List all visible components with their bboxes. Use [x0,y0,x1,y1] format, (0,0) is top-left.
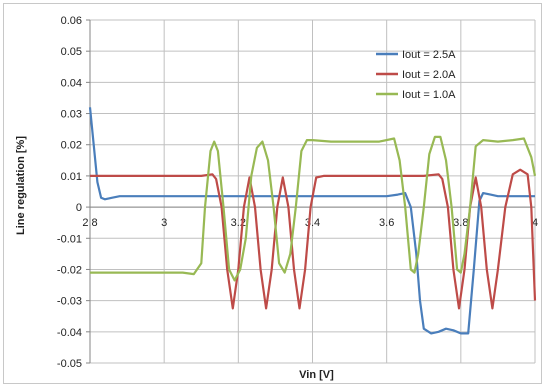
legend-label-2: Iout = 2.0A [402,69,456,81]
y-tick-label: -0.01 [57,233,82,245]
x-tick-label: 3 [161,217,167,229]
series-line-1 [88,107,535,335]
y-tick-label: 0.04 [61,77,82,89]
y-tick-label: 0 [76,202,82,214]
y-tick-label: 0.03 [61,109,82,121]
legend-label-3: Iout = 1.0A [402,89,456,101]
series-line-3 [90,135,537,282]
x-tick-label: 3.8 [453,217,468,229]
legend-label-1: Iout = 2.5A [402,49,456,61]
x-tick-label: 4 [532,217,538,229]
y-tick-label: -0.04 [57,327,82,339]
y-tick-label: -0.02 [57,264,82,276]
y-tick-label: 0.06 [61,15,82,27]
x-tick-label: 3.4 [305,217,320,229]
x-tick-label: 3.6 [379,217,394,229]
y-tick-label: -0.03 [57,296,82,308]
x-axis-title: Vin [V] [299,369,334,381]
y-tick-label: 0.05 [61,46,82,58]
y-axis-title: Line regulation [%] [15,136,27,235]
chart-frame: 0.06 0.05 0.04 0.03 0.02 0.01 0 -0.01 -0.02 -0.03… [3,3,542,384]
y-tick-label: -0.05 [57,358,82,370]
line-chart: 0.06 0.05 0.04 0.03 0.02 0.01 0 -0.01 -0.02 -0.03… [15,15,538,381]
y-tick-label: 0.01 [61,171,82,183]
y-tick-label: 0.02 [61,140,82,152]
